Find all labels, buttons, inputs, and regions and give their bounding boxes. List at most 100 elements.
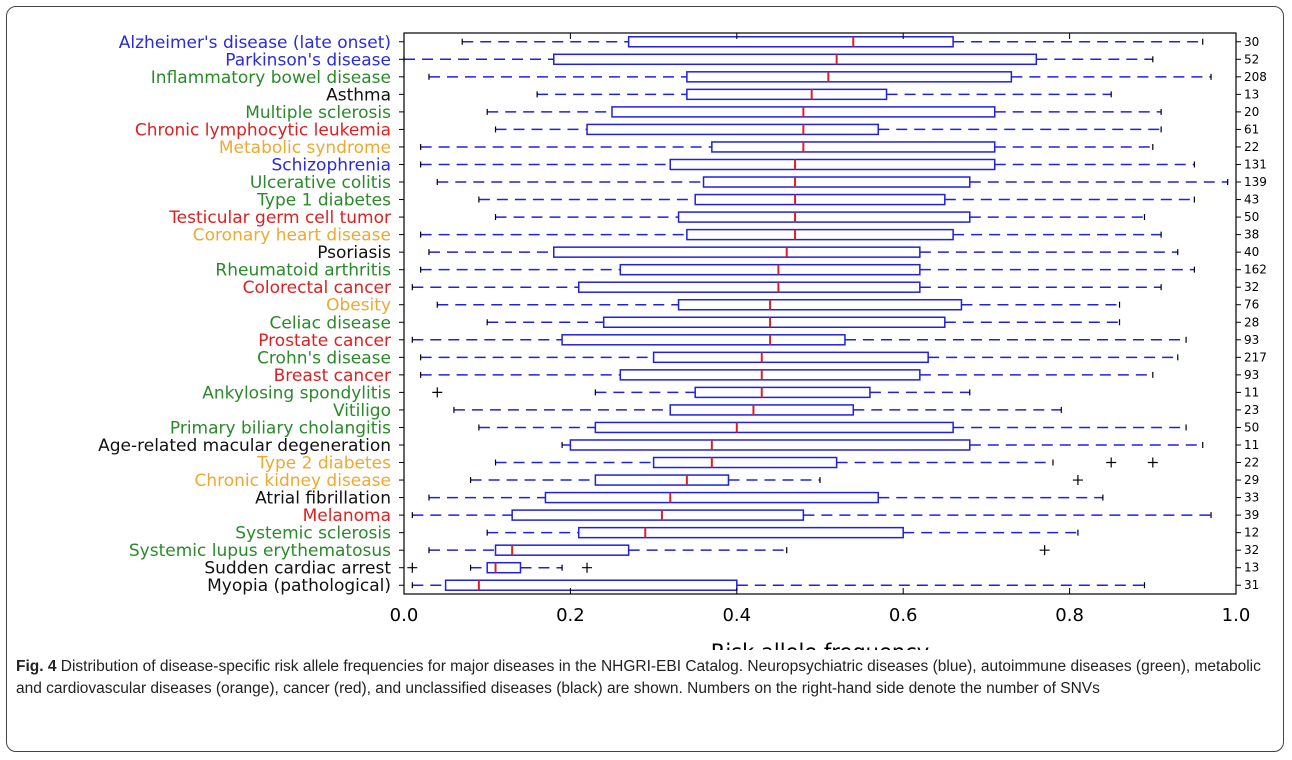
category-label: Systemic lupus erythematosus bbox=[129, 541, 391, 561]
box-18 bbox=[420, 351, 1179, 364]
snv-count: 29 bbox=[1244, 473, 1259, 487]
counts-layer: 3052208132061221311394350384016232762893… bbox=[1236, 35, 1267, 592]
category-label: Multiple sclerosis bbox=[245, 103, 391, 123]
iqr-box bbox=[594, 421, 954, 434]
iqr-box bbox=[702, 176, 971, 188]
boxplot-chart: Alzheimer's disease (late onset)Parkinso… bbox=[98, 32, 1267, 650]
box-9 bbox=[478, 193, 1196, 206]
iqr-box bbox=[553, 53, 1038, 66]
snv-count: 22 bbox=[1244, 140, 1259, 154]
caption-label: Fig. 4 bbox=[16, 658, 57, 675]
iqr-box bbox=[694, 386, 871, 399]
snv-count: 93 bbox=[1244, 333, 1259, 347]
x-tick-label: 0.8 bbox=[1055, 605, 1084, 626]
figure-frame bbox=[6, 6, 1284, 752]
iqr-box bbox=[544, 491, 879, 504]
category-label: Melanoma bbox=[303, 506, 391, 526]
category-label: Schizophrenia bbox=[271, 155, 391, 175]
iqr-box bbox=[652, 351, 929, 364]
category-label: Prostate cancer bbox=[258, 331, 391, 351]
box-21 bbox=[453, 404, 1062, 416]
snv-count: 38 bbox=[1244, 228, 1259, 242]
iqr-box bbox=[486, 561, 522, 574]
iqr-box bbox=[677, 298, 963, 311]
snv-count: 40 bbox=[1244, 245, 1259, 259]
box-20 bbox=[432, 386, 971, 399]
box-23 bbox=[561, 439, 1204, 451]
iqr-box bbox=[627, 36, 954, 48]
snv-count: 30 bbox=[1244, 35, 1259, 49]
caption-text: Distribution of disease-specific risk al… bbox=[16, 658, 1261, 697]
iqr-box bbox=[602, 316, 946, 329]
plot-area bbox=[403, 32, 1237, 595]
iqr-box bbox=[577, 526, 904, 539]
x-tick-label: 1.0 bbox=[1222, 605, 1251, 626]
iqr-box bbox=[652, 456, 838, 469]
iqr-box bbox=[619, 263, 921, 276]
figure-caption: Fig. 4 Distribution of disease-specific … bbox=[16, 656, 1268, 700]
iqr-box bbox=[669, 158, 996, 171]
snv-count: 162 bbox=[1244, 263, 1267, 277]
box-7 bbox=[420, 158, 1196, 171]
box-29 bbox=[428, 544, 1050, 556]
category-label: Systemic sclerosis bbox=[235, 524, 391, 544]
iqr-box bbox=[561, 334, 846, 346]
iqr-box bbox=[569, 439, 971, 451]
snv-count: 76 bbox=[1244, 298, 1259, 312]
snv-count: 32 bbox=[1244, 543, 1259, 557]
x-tick-label: 0.6 bbox=[889, 605, 918, 626]
snv-count: 32 bbox=[1244, 280, 1259, 294]
snv-count: 13 bbox=[1244, 87, 1259, 101]
box-3 bbox=[536, 88, 1112, 101]
category-label: Ankylosing spondylitis bbox=[202, 383, 391, 403]
category-label: Type 2 diabetes bbox=[256, 454, 391, 474]
box-19 bbox=[420, 369, 1154, 381]
category-label: Alzheimer's disease (late onset) bbox=[119, 33, 391, 53]
box-22 bbox=[478, 421, 1187, 434]
snv-count: 50 bbox=[1244, 420, 1259, 434]
box-8 bbox=[436, 176, 1229, 188]
snv-count: 43 bbox=[1244, 193, 1259, 207]
box-5 bbox=[494, 123, 1162, 136]
category-label: Metabolic syndrome bbox=[219, 138, 391, 158]
iqr-box bbox=[444, 579, 738, 591]
category-labels-layer: Alzheimer's disease (late onset)Parkinso… bbox=[98, 33, 404, 596]
iqr-box bbox=[577, 281, 921, 293]
category-label: Asthma bbox=[326, 85, 391, 105]
iqr-box bbox=[686, 228, 954, 241]
iqr-box bbox=[677, 211, 971, 223]
outlier-marker bbox=[582, 562, 593, 573]
box-27 bbox=[411, 509, 1212, 521]
iqr-box bbox=[711, 141, 996, 153]
iqr-box bbox=[669, 404, 855, 416]
outlier-marker bbox=[432, 387, 443, 398]
snv-count: 52 bbox=[1244, 52, 1259, 66]
category-label: Colorectal cancer bbox=[243, 278, 391, 298]
box-31 bbox=[411, 579, 1146, 591]
iqr-box bbox=[686, 88, 888, 101]
snv-count: 12 bbox=[1244, 526, 1259, 540]
outlier-marker bbox=[1039, 545, 1050, 556]
outlier-marker bbox=[1072, 475, 1083, 486]
snv-count: 13 bbox=[1244, 561, 1259, 575]
snv-count: 28 bbox=[1244, 315, 1259, 329]
box-17 bbox=[411, 334, 1187, 346]
x-tick-label: 0.0 bbox=[390, 605, 419, 626]
category-label: Parkinson's disease bbox=[225, 50, 391, 70]
box-26 bbox=[428, 491, 1104, 504]
snv-count: 93 bbox=[1244, 368, 1259, 382]
snv-count: 20 bbox=[1244, 105, 1259, 119]
category-label: Rheumatoid arthritis bbox=[215, 261, 391, 281]
snv-count: 11 bbox=[1244, 385, 1259, 399]
category-label: Atrial fibrillation bbox=[255, 489, 391, 509]
snv-count: 61 bbox=[1244, 122, 1259, 136]
box-16 bbox=[486, 316, 1121, 329]
category-label: Chronic lymphocytic leukemia bbox=[135, 120, 391, 140]
category-label: Myopia (pathological) bbox=[207, 576, 391, 596]
x-axis: 0.0 0.2 0.4 0.6 0.8 1.0 bbox=[390, 33, 1251, 626]
category-label: Vitiligo bbox=[333, 401, 391, 421]
box-24 bbox=[494, 456, 1158, 469]
category-label: Chronic kidney disease bbox=[194, 471, 391, 491]
category-label: Testicular germ cell tumor bbox=[168, 208, 391, 228]
category-label: Coronary heart disease bbox=[193, 226, 391, 246]
